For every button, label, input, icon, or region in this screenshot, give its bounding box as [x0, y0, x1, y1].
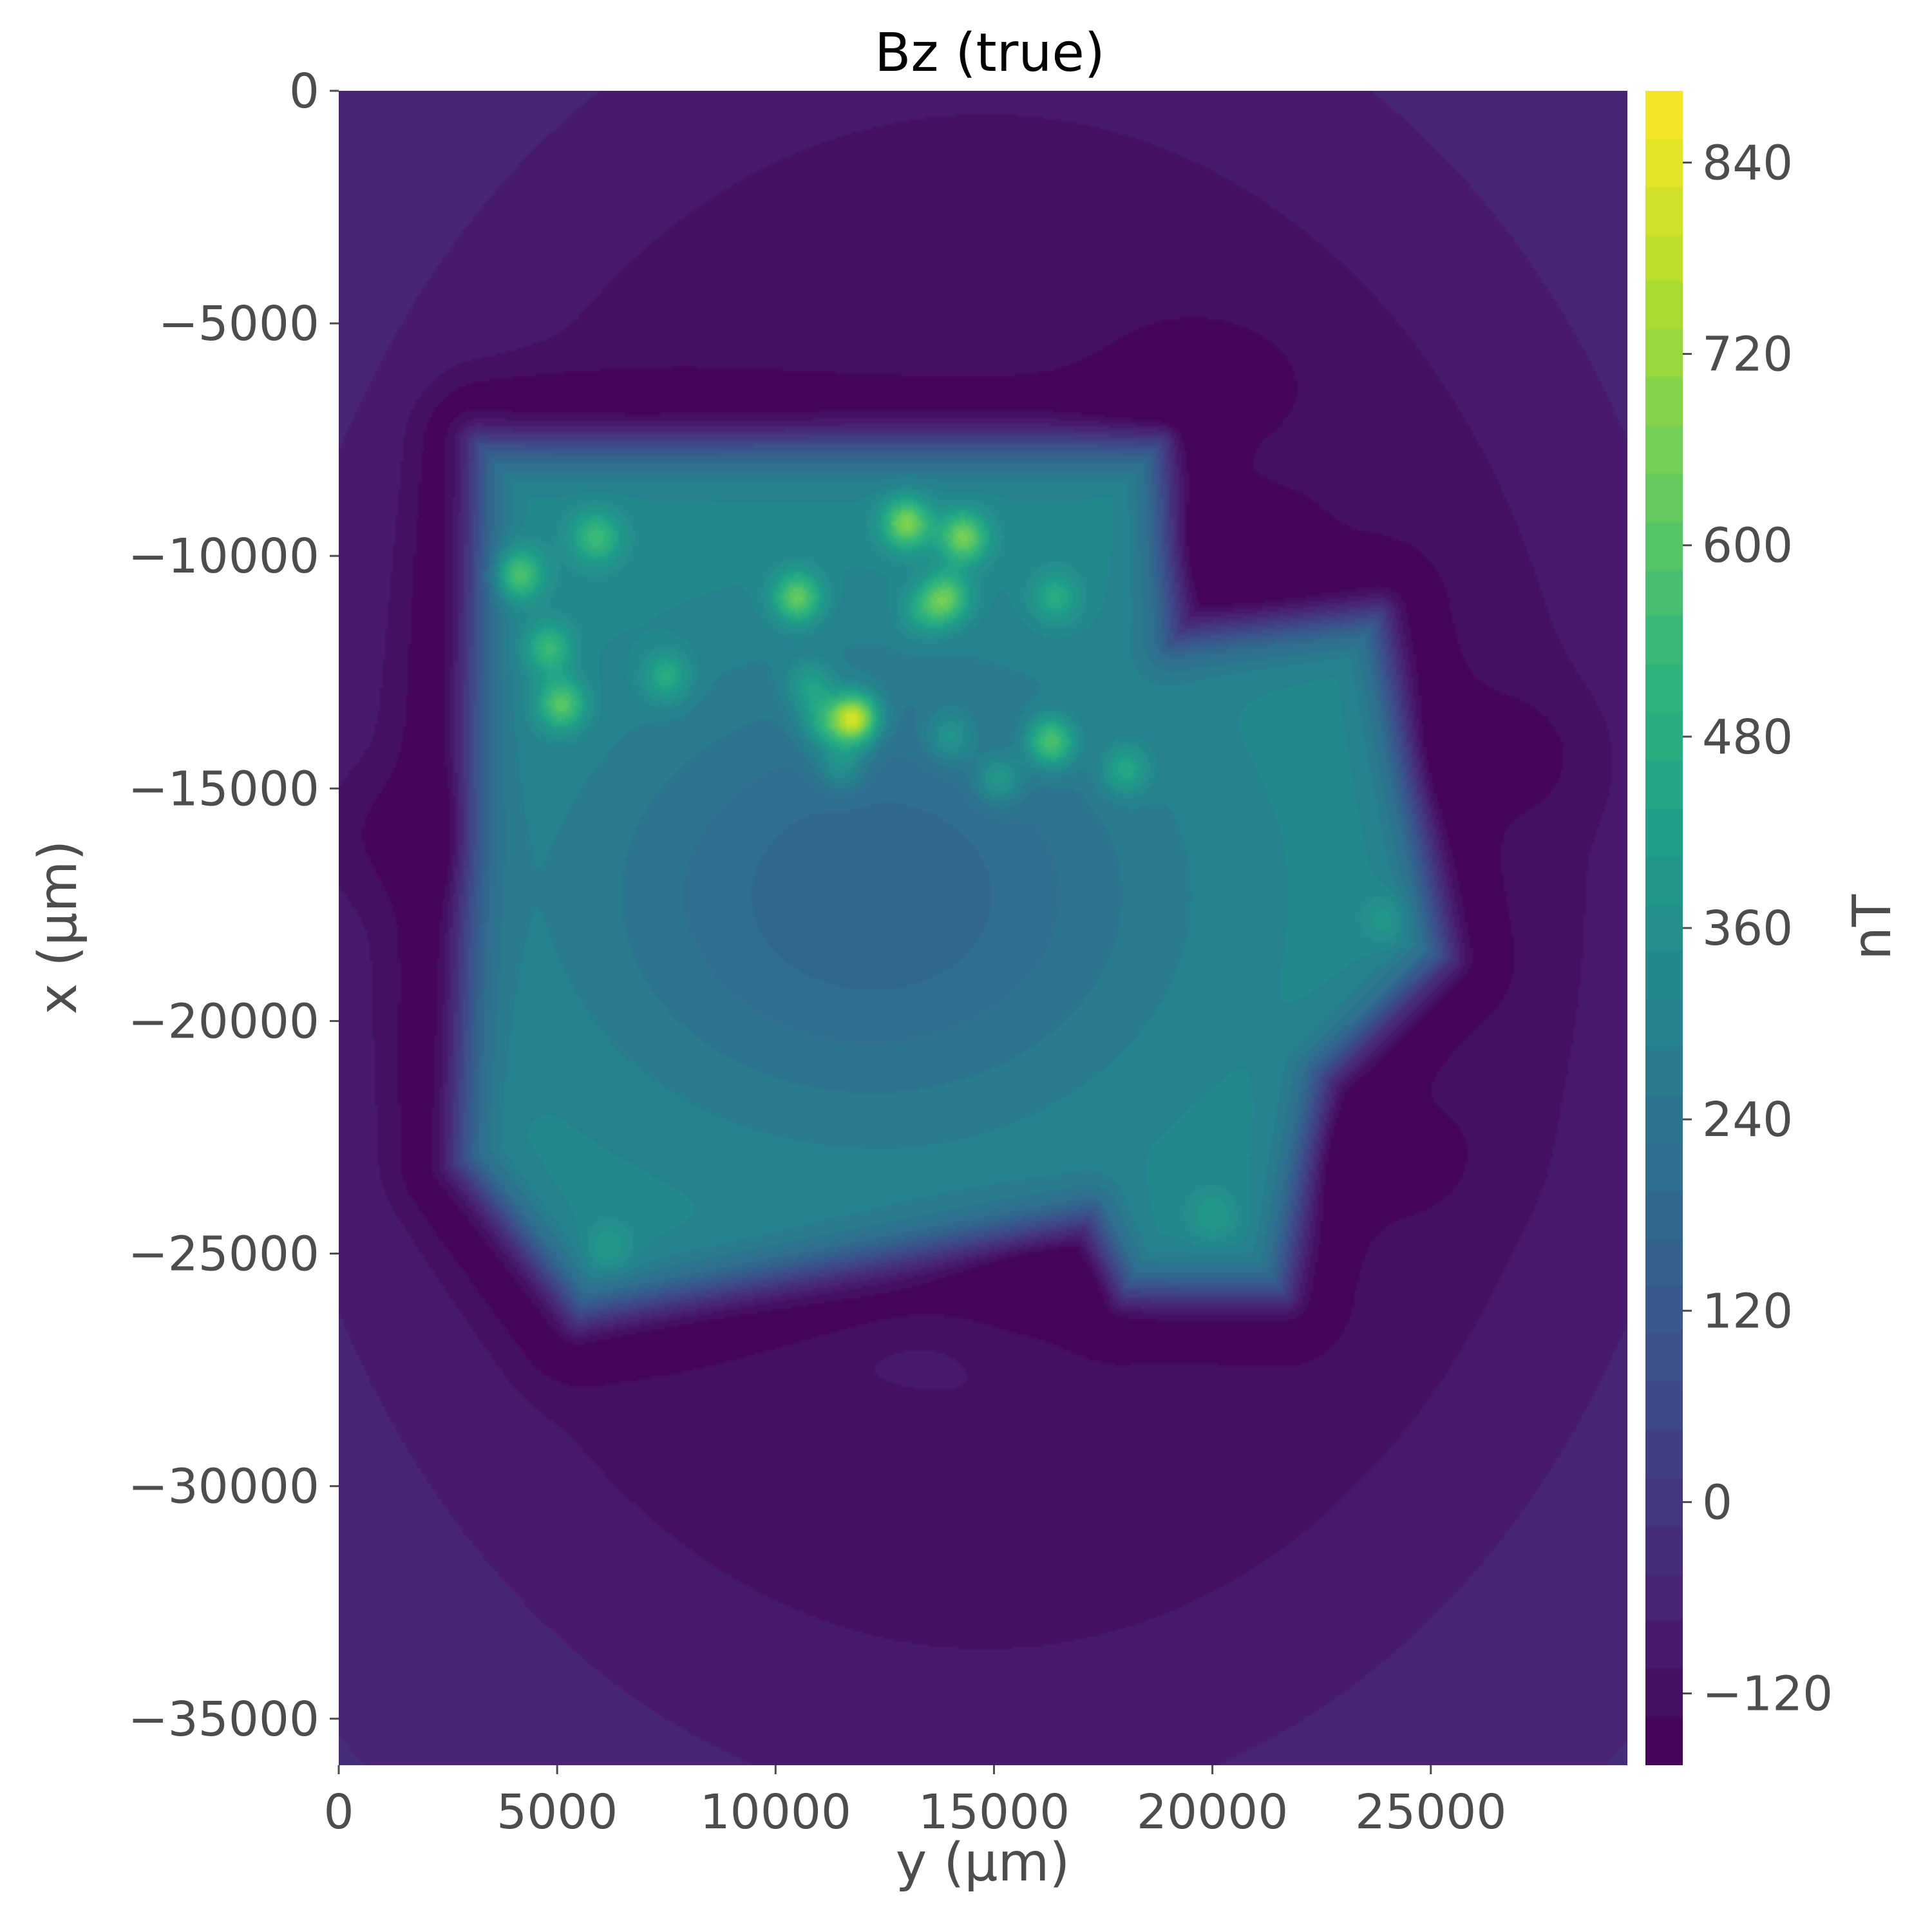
- heatmap-plot: [339, 91, 1627, 1765]
- x-axis-label: y (μm): [896, 1832, 1070, 1893]
- y-tick-label: −15000: [128, 761, 319, 817]
- colorbar-tick-label: 0: [1702, 1475, 1732, 1530]
- x-tick-label: 0: [323, 1785, 354, 1840]
- y-tick-label: −30000: [128, 1459, 319, 1515]
- colorbar-tick-label: 360: [1702, 901, 1793, 956]
- x-tick-label: 5000: [497, 1785, 618, 1840]
- colorbar-tick-label: 600: [1702, 518, 1793, 574]
- colorbar-tick-label: 480: [1702, 710, 1793, 765]
- colorbar-tick-label: 240: [1702, 1092, 1793, 1148]
- colorbar-tick-label: 120: [1702, 1283, 1793, 1339]
- x-axis: 0 5000 10000 15000 20000 25000: [323, 1765, 1506, 1840]
- colorbar-tick-label: 720: [1702, 327, 1793, 383]
- x-tick-label: 25000: [1355, 1785, 1506, 1840]
- y-tick-label: −20000: [128, 994, 319, 1049]
- x-tick-label: 15000: [918, 1785, 1070, 1840]
- y-tick-label: −25000: [128, 1227, 319, 1282]
- chart-title: Bz (true): [875, 23, 1105, 84]
- colorbar-tick-label: −120: [1702, 1667, 1833, 1722]
- colorbar-label: nT: [1842, 894, 1903, 960]
- colorbar-canvas: [1645, 91, 1683, 1765]
- x-tick-label: 10000: [700, 1785, 851, 1840]
- colorbar-ticks: −120 0 120 240 360 480 600 720 840: [1683, 135, 1833, 1722]
- y-tick-label: −35000: [128, 1692, 319, 1747]
- y-axis: 0 −5000 −10000 −15000 −20000 −25000 −30000 −350…: [128, 64, 339, 1747]
- y-axis-label: x (μm): [28, 840, 89, 1015]
- y-tick-label: 0: [289, 64, 319, 119]
- y-tick-label: −5000: [158, 296, 319, 352]
- y-tick-label: −10000: [128, 529, 319, 584]
- heatmap-canvas: [339, 91, 1627, 1765]
- x-tick-label: 20000: [1137, 1785, 1288, 1840]
- colorbar: −120 0 120 240 360 480 600 720 840 nT: [1645, 91, 1903, 1765]
- colorbar-tick-label: 840: [1702, 135, 1793, 191]
